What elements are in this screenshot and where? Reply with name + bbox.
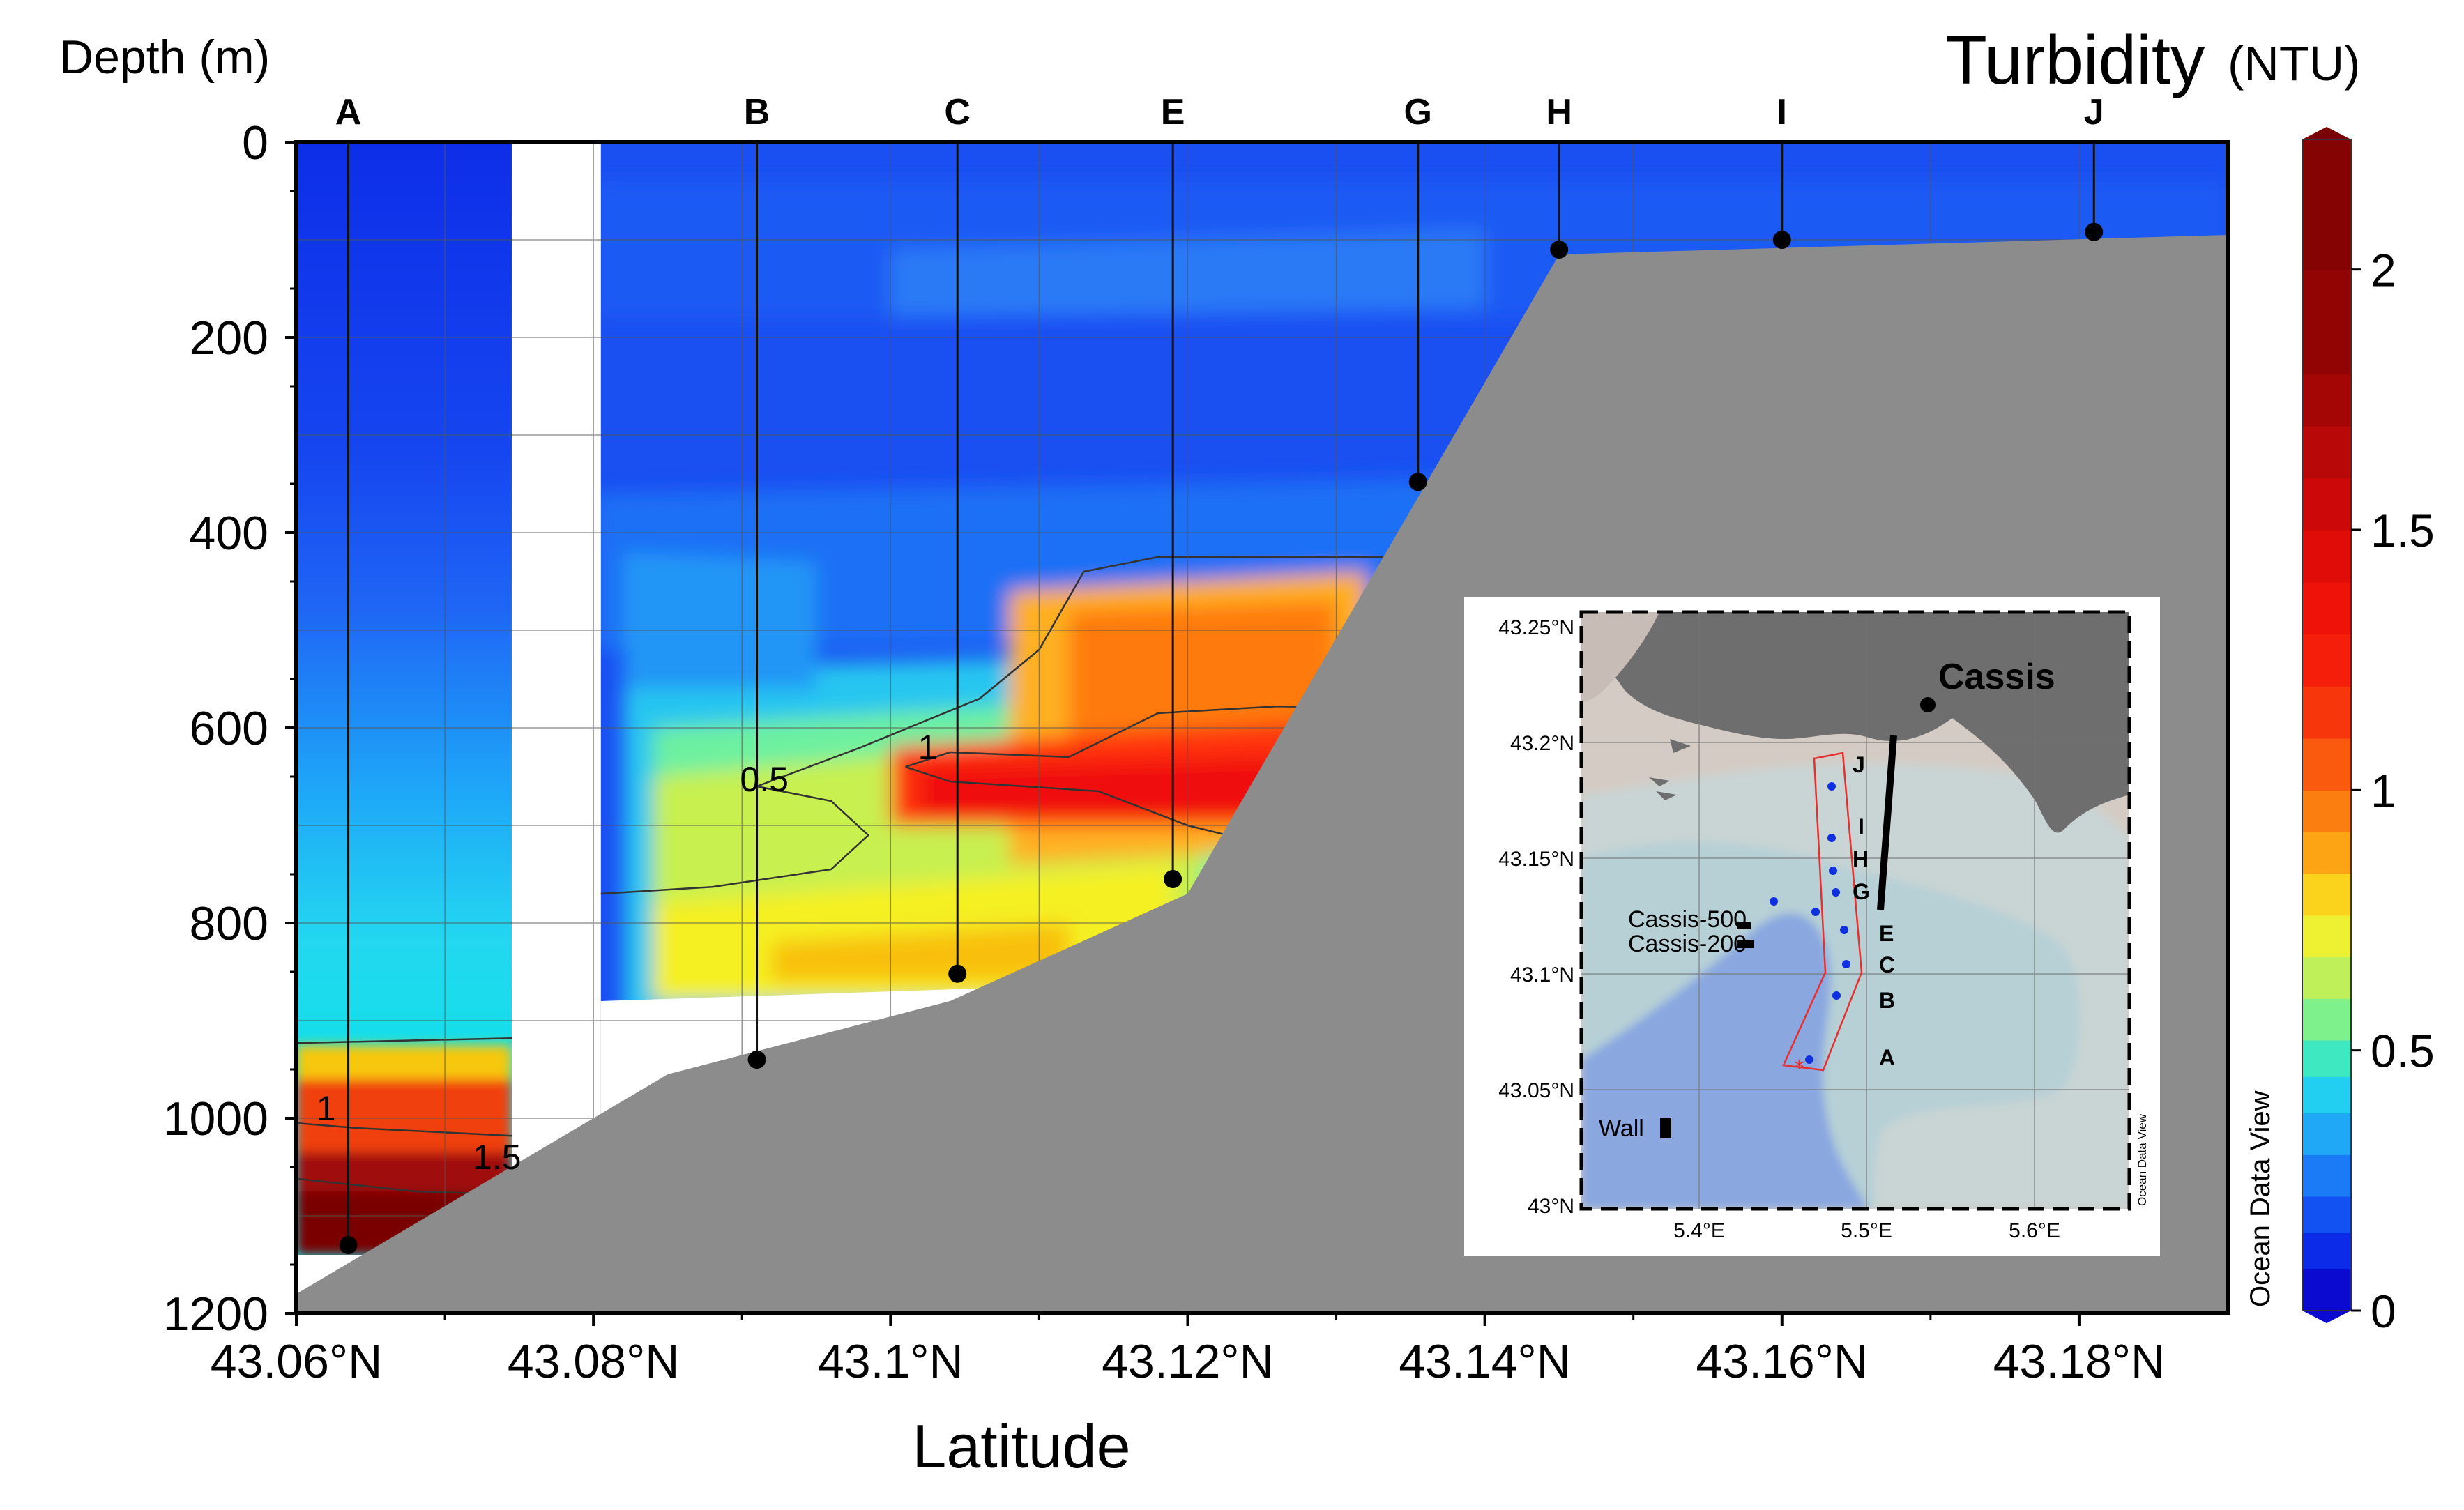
inset-mooring-label: Wall bbox=[1599, 1115, 1644, 1142]
colorbar-tick-label: 1.5 bbox=[2371, 505, 2435, 556]
x-axis: 43.06°N 43.08°N 43.1°N 43.12°N 43.14°N 43.16°… bbox=[211, 1313, 2165, 1388]
station-label: A bbox=[335, 92, 362, 132]
x-tick-label: 43.18°N bbox=[1993, 1335, 2165, 1388]
y-tick-label: 0 bbox=[242, 116, 268, 169]
x-axis-title: Latitude bbox=[912, 1412, 1130, 1481]
x-tick-label: 43.06°N bbox=[211, 1335, 382, 1388]
inset-location-map: * bbox=[1464, 597, 2160, 1256]
inset-station-letter: I bbox=[1858, 814, 1864, 839]
inset-lat-label: 43.05°N bbox=[1498, 1079, 1574, 1102]
inset-station-letter: G bbox=[1853, 879, 1870, 904]
station-bottom-point bbox=[2085, 222, 2104, 241]
inset-mooring-label: Cassis-500 bbox=[1628, 906, 1747, 933]
x-tick-label: 43.1°N bbox=[818, 1335, 964, 1388]
plot-area bbox=[296, 142, 2228, 1313]
colorbar: 0 0.5 1 1.5 2 bbox=[2302, 127, 2435, 1337]
inset-station-letter: C bbox=[1879, 952, 1895, 977]
contour-label: 1.5 bbox=[473, 1138, 522, 1177]
colorbar-tick-label: 0.5 bbox=[2371, 1025, 2435, 1077]
station-bottom-point bbox=[1772, 231, 1791, 249]
station-bottom-point bbox=[747, 1051, 766, 1069]
inset-lat-label: 43.15°N bbox=[1498, 848, 1574, 871]
inset-lat-label: 43.1°N bbox=[1510, 963, 1574, 986]
station-label: I bbox=[1777, 92, 1787, 132]
inset-station-letter: J bbox=[1853, 752, 1865, 777]
y-tick-label: 800 bbox=[190, 897, 268, 950]
contour-label: 0.5 bbox=[740, 760, 789, 799]
inset-lon-label: 5.5°E bbox=[1841, 1219, 1892, 1242]
inset-place-label: Cassis bbox=[1938, 657, 2055, 697]
y-tick-label: 200 bbox=[190, 312, 268, 365]
y-axis: 0 200 400 600 800 1000 1200 bbox=[163, 116, 296, 1341]
y-tick-label: 1200 bbox=[163, 1288, 268, 1341]
x-tick-label: 43.16°N bbox=[1696, 1335, 1868, 1388]
station-label: B bbox=[744, 92, 770, 132]
station-bottom-point bbox=[1550, 241, 1569, 259]
contour-labels: 0.5 1 1 1.5 bbox=[317, 728, 938, 1177]
odv-watermark: Ocean Data View bbox=[2245, 1090, 2276, 1307]
colorbar-unit: (NTU) bbox=[2228, 36, 2360, 91]
inset-mooring-label: Cassis-200 bbox=[1628, 931, 1747, 957]
inset-lat-label: 43°N bbox=[1528, 1195, 1574, 1218]
inset-lat-label: 43.25°N bbox=[1498, 616, 1574, 639]
colorbar-tick-label: 1 bbox=[2371, 765, 2396, 816]
x-tick-label: 43.14°N bbox=[1399, 1335, 1570, 1388]
colorbar-title: Turbidity bbox=[1945, 22, 2205, 98]
colorbar-tick-label: 2 bbox=[2371, 245, 2396, 296]
station-label: H bbox=[1546, 92, 1572, 132]
inset-lon-label: 5.6°E bbox=[2009, 1219, 2060, 1242]
inset-station-letter: H bbox=[1853, 846, 1869, 871]
station-label: C bbox=[944, 92, 971, 132]
svg-text:*: * bbox=[1794, 1056, 1804, 1081]
y-tick-label: 400 bbox=[190, 507, 268, 560]
y-tick-label: 1000 bbox=[163, 1092, 268, 1145]
station-bottom-point bbox=[1164, 870, 1182, 888]
x-tick-label: 43.12°N bbox=[1102, 1335, 1273, 1388]
y-tick-label: 600 bbox=[190, 702, 268, 755]
y-axis-title: Depth (m) bbox=[59, 31, 270, 84]
station-label: E bbox=[1161, 92, 1185, 132]
inset-lon-label: 5.4°E bbox=[1673, 1219, 1725, 1242]
x-tick-label: 43.08°N bbox=[508, 1335, 679, 1388]
inset-station-letter: E bbox=[1879, 921, 1894, 946]
inset-station-letter: A bbox=[1879, 1045, 1895, 1070]
contour-label: 1 bbox=[918, 728, 938, 767]
station-bottom-point bbox=[948, 964, 967, 983]
contour-label: 1 bbox=[317, 1089, 336, 1128]
inset-lat-label: 43.2°N bbox=[1510, 732, 1574, 755]
inset-station-letter: B bbox=[1879, 988, 1895, 1013]
station-bottom-point bbox=[339, 1236, 358, 1254]
station-label: G bbox=[1404, 92, 1432, 132]
inset-watermark: Ocean Data View bbox=[2136, 1113, 2149, 1206]
station-bottom-point bbox=[1408, 473, 1427, 491]
station-label: J bbox=[2084, 92, 2104, 132]
colorbar-tick-label: 0 bbox=[2371, 1286, 2396, 1337]
